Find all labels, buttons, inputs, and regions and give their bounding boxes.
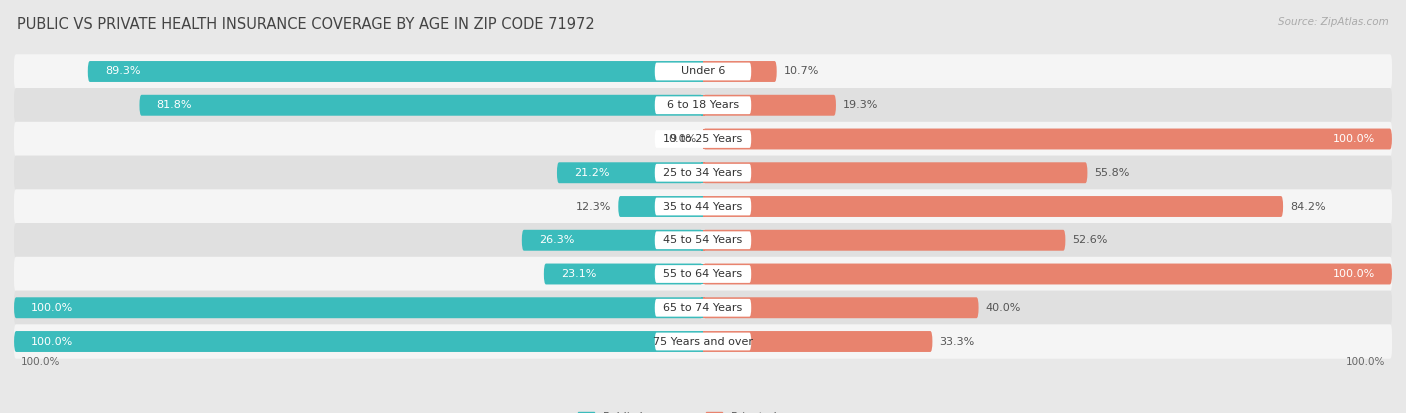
Text: 6 to 18 Years: 6 to 18 Years bbox=[666, 100, 740, 110]
FancyBboxPatch shape bbox=[703, 196, 1284, 217]
Text: 55 to 64 Years: 55 to 64 Years bbox=[664, 269, 742, 279]
Text: 100.0%: 100.0% bbox=[31, 303, 73, 313]
Bar bbox=[700, 95, 703, 116]
FancyBboxPatch shape bbox=[14, 223, 1392, 257]
Text: Under 6: Under 6 bbox=[681, 66, 725, 76]
Text: 89.3%: 89.3% bbox=[105, 66, 141, 76]
Text: 100.0%: 100.0% bbox=[21, 357, 60, 368]
FancyBboxPatch shape bbox=[619, 196, 703, 217]
FancyBboxPatch shape bbox=[703, 95, 837, 116]
FancyBboxPatch shape bbox=[139, 95, 703, 116]
Bar bbox=[700, 61, 703, 82]
FancyBboxPatch shape bbox=[655, 96, 751, 114]
FancyBboxPatch shape bbox=[14, 297, 703, 318]
Text: 100.0%: 100.0% bbox=[1333, 269, 1375, 279]
FancyBboxPatch shape bbox=[703, 297, 979, 318]
FancyBboxPatch shape bbox=[655, 164, 751, 182]
Bar bbox=[700, 162, 703, 183]
FancyBboxPatch shape bbox=[14, 189, 1392, 224]
Bar bbox=[703, 162, 706, 183]
FancyBboxPatch shape bbox=[14, 54, 1392, 89]
FancyBboxPatch shape bbox=[655, 63, 751, 81]
Text: 12.3%: 12.3% bbox=[576, 202, 612, 211]
Text: 84.2%: 84.2% bbox=[1289, 202, 1326, 211]
Bar bbox=[703, 196, 706, 217]
Bar bbox=[700, 196, 703, 217]
Text: 35 to 44 Years: 35 to 44 Years bbox=[664, 202, 742, 211]
Text: 40.0%: 40.0% bbox=[986, 303, 1021, 313]
Bar bbox=[700, 297, 703, 318]
FancyBboxPatch shape bbox=[14, 324, 1392, 359]
Bar bbox=[700, 263, 703, 285]
FancyBboxPatch shape bbox=[655, 332, 751, 350]
Text: 45 to 54 Years: 45 to 54 Years bbox=[664, 235, 742, 245]
FancyBboxPatch shape bbox=[544, 263, 703, 285]
FancyBboxPatch shape bbox=[522, 230, 703, 251]
FancyBboxPatch shape bbox=[703, 162, 1087, 183]
Text: 52.6%: 52.6% bbox=[1073, 235, 1108, 245]
Bar bbox=[703, 297, 706, 318]
Legend: Public Insurance, Private Insurance: Public Insurance, Private Insurance bbox=[574, 408, 832, 413]
FancyBboxPatch shape bbox=[655, 197, 751, 216]
Text: 33.3%: 33.3% bbox=[939, 337, 974, 347]
FancyBboxPatch shape bbox=[703, 128, 1392, 150]
Text: 26.3%: 26.3% bbox=[538, 235, 575, 245]
FancyBboxPatch shape bbox=[87, 61, 703, 82]
FancyBboxPatch shape bbox=[14, 290, 1392, 325]
Text: 25 to 34 Years: 25 to 34 Years bbox=[664, 168, 742, 178]
FancyBboxPatch shape bbox=[703, 61, 776, 82]
FancyBboxPatch shape bbox=[655, 265, 751, 283]
FancyBboxPatch shape bbox=[14, 88, 1392, 123]
FancyBboxPatch shape bbox=[14, 331, 703, 352]
Text: PUBLIC VS PRIVATE HEALTH INSURANCE COVERAGE BY AGE IN ZIP CODE 71972: PUBLIC VS PRIVATE HEALTH INSURANCE COVER… bbox=[17, 17, 595, 31]
Text: Source: ZipAtlas.com: Source: ZipAtlas.com bbox=[1278, 17, 1389, 26]
Text: 100.0%: 100.0% bbox=[31, 337, 73, 347]
Text: 100.0%: 100.0% bbox=[1333, 134, 1375, 144]
FancyBboxPatch shape bbox=[655, 231, 751, 249]
FancyBboxPatch shape bbox=[14, 122, 1392, 156]
Text: 81.8%: 81.8% bbox=[156, 100, 193, 110]
Bar bbox=[700, 331, 703, 352]
Text: 10.7%: 10.7% bbox=[783, 66, 818, 76]
Bar bbox=[703, 230, 706, 251]
FancyBboxPatch shape bbox=[703, 230, 1066, 251]
Bar bbox=[703, 263, 706, 285]
Bar bbox=[703, 95, 706, 116]
FancyBboxPatch shape bbox=[703, 331, 932, 352]
Text: 55.8%: 55.8% bbox=[1094, 168, 1129, 178]
Bar bbox=[703, 331, 706, 352]
Text: 21.2%: 21.2% bbox=[574, 168, 610, 178]
Bar bbox=[703, 128, 706, 150]
FancyBboxPatch shape bbox=[14, 156, 1392, 190]
Text: 19.3%: 19.3% bbox=[842, 100, 879, 110]
FancyBboxPatch shape bbox=[557, 162, 703, 183]
FancyBboxPatch shape bbox=[655, 130, 751, 148]
FancyBboxPatch shape bbox=[703, 263, 1392, 285]
Text: 100.0%: 100.0% bbox=[1346, 357, 1385, 368]
Text: 19 to 25 Years: 19 to 25 Years bbox=[664, 134, 742, 144]
FancyBboxPatch shape bbox=[655, 299, 751, 317]
FancyBboxPatch shape bbox=[14, 257, 1392, 291]
Bar bbox=[700, 230, 703, 251]
Text: 0.0%: 0.0% bbox=[668, 134, 696, 144]
Bar bbox=[703, 61, 706, 82]
Text: 65 to 74 Years: 65 to 74 Years bbox=[664, 303, 742, 313]
Text: 23.1%: 23.1% bbox=[561, 269, 596, 279]
Text: 75 Years and over: 75 Years and over bbox=[652, 337, 754, 347]
